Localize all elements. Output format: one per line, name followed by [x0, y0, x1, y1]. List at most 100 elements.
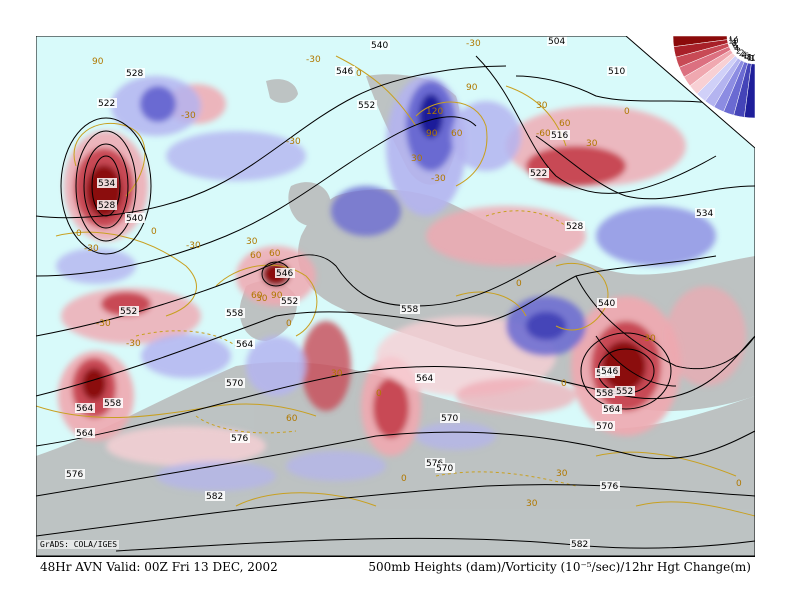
height-label-bg	[595, 388, 615, 398]
height-label-bg	[125, 213, 145, 223]
height-contour-label: 576	[426, 459, 443, 469]
height-contour-label: 528	[126, 69, 143, 79]
height-change-label: 0	[151, 227, 157, 237]
height-label-bg	[550, 130, 570, 140]
height-change-label: 60	[286, 414, 298, 424]
height-contour-label: 546	[336, 67, 353, 77]
height-contour-label: 570	[596, 422, 613, 432]
height-contour-label: 570	[436, 464, 453, 474]
height-change-label: -30	[286, 137, 301, 147]
height-contour-label: 570	[226, 379, 243, 389]
height-contour-label: 558	[401, 305, 418, 315]
height-change-label: 90	[466, 83, 478, 93]
height-label-bg	[570, 539, 590, 549]
height-contour-label: 528	[566, 222, 583, 232]
height-change-label: 90	[271, 291, 283, 301]
height-contours	[36, 55, 755, 552]
weather-map: 540 546 552 528 522 534 528 504 510 516 522 528 534 5…	[35, 33, 760, 576]
height-change-label: 90	[426, 129, 438, 139]
height-label-bg	[335, 66, 355, 76]
height-change-label: -30	[431, 174, 446, 184]
height-contour-label: 546	[276, 269, 293, 279]
height-change-label: 60	[451, 129, 463, 139]
height-change-label: 0	[516, 279, 522, 289]
height-change-label: -30	[641, 334, 656, 344]
height-label-bg	[415, 373, 435, 383]
height-contour-label: 558	[104, 399, 121, 409]
height-change-label: 0	[624, 107, 630, 117]
height-change-label: 30	[331, 369, 343, 379]
color-scale-label: -4	[739, 50, 747, 59]
vorticity-shading	[56, 76, 746, 491]
height-contour-label: 582	[206, 492, 223, 502]
height-contour-label: 504	[548, 37, 565, 47]
height-label-bg	[547, 36, 567, 46]
height-contour-label: 522	[530, 169, 547, 179]
height-change-label: 60	[269, 249, 281, 259]
height-change-label: -30	[466, 39, 481, 49]
height-change-label: -30	[306, 55, 321, 65]
height-label-bg	[695, 208, 715, 218]
height-contour-label: 552	[281, 297, 298, 307]
height-contour-label: 540	[371, 41, 388, 51]
height-label-bg	[565, 221, 585, 231]
height-contour-label: 540	[126, 214, 143, 224]
height-change-label: 0	[401, 474, 407, 484]
height-change-label: 30	[556, 469, 568, 479]
height-label-bg	[597, 298, 617, 308]
height-label-bg	[607, 66, 627, 76]
height-label-bg	[615, 386, 635, 396]
height-label-bg	[275, 268, 295, 278]
height-change-label: 30	[526, 499, 538, 509]
height-label-bg	[97, 200, 117, 210]
color-scale-label: -10	[744, 54, 755, 63]
height-label-bg	[75, 403, 95, 413]
height-label-bg	[280, 296, 300, 306]
height-contour-label: 564	[603, 405, 620, 415]
height-contour-label: 510	[608, 67, 625, 77]
height-change-label: -30	[84, 244, 99, 254]
height-contour-label: 576	[231, 434, 248, 444]
height-contour-label: 558	[596, 389, 613, 399]
height-label-bg	[357, 100, 377, 110]
height-label-bg	[400, 304, 420, 314]
height-label-bg	[602, 404, 622, 414]
height-label-bg	[600, 481, 620, 491]
height-contour-label: 546	[601, 367, 618, 377]
color-scale-label: 12	[728, 36, 738, 42]
height-change-label: 0	[561, 379, 567, 389]
height-change-label: -60	[536, 129, 551, 139]
height-contour-label: 576	[66, 470, 83, 480]
height-contour-label: 570	[441, 414, 458, 424]
height-change-label: -30	[186, 241, 201, 251]
height-change-label: 0	[356, 69, 362, 79]
height-change-label: 0	[736, 479, 742, 489]
height-contour-label: 534	[696, 209, 713, 219]
height-label-bg	[225, 308, 245, 318]
color-scale-label: -12	[747, 54, 755, 63]
height-change-label: 0	[76, 229, 82, 239]
color-scale-label: -6	[741, 52, 749, 61]
height-label-bg	[595, 421, 615, 431]
height-label-bg	[119, 306, 139, 316]
height-change-label: 60	[250, 251, 262, 261]
height-contour-label: 552	[616, 387, 633, 397]
height-contour-label: 552	[120, 307, 137, 317]
height-label-bg	[225, 378, 245, 388]
height-change-label: 120	[426, 107, 443, 117]
height-label-bg	[205, 491, 225, 501]
height-contour-label: 564	[236, 340, 253, 350]
color-scale-label: 6	[733, 42, 738, 51]
height-contour-label: 558	[226, 309, 243, 319]
height-change-label: 60	[251, 291, 263, 301]
color-scale-label: -8	[744, 53, 752, 62]
height-change-label: 0	[286, 319, 292, 329]
height-label-layer: 540 546 552 528 522 534 528 504 510 516 522 528 534 5…	[65, 36, 715, 550]
height-change-label: -30	[181, 111, 196, 121]
height-label-bg	[235, 339, 255, 349]
height-label-bg	[97, 98, 117, 108]
height-contour-label: 522	[98, 99, 115, 109]
height-label-bg	[529, 168, 549, 178]
